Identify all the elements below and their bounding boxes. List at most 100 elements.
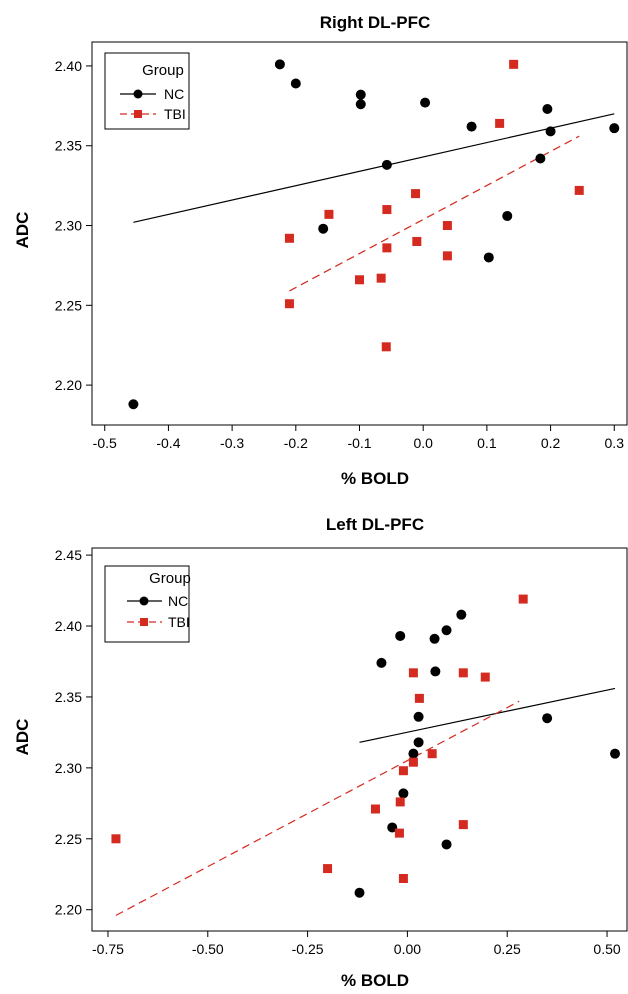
legend-title: Group xyxy=(149,570,191,587)
y-axis-label: ADC xyxy=(13,719,32,756)
x-tick-label: -0.2 xyxy=(284,435,308,451)
regression-lines xyxy=(115,687,616,916)
x-tick-label: 0.25 xyxy=(494,941,521,957)
legend-tbi-label: TBI xyxy=(164,106,186,122)
x-tick-label: -0.5 xyxy=(93,435,117,451)
chart-title: Right DL-PFC xyxy=(320,13,430,32)
y-tick-label: 2.25 xyxy=(55,831,82,847)
legend: Group NC TBI xyxy=(104,52,190,130)
point-tbi xyxy=(382,205,392,215)
x-tick-label: -0.75 xyxy=(92,941,124,957)
point-nc xyxy=(128,399,139,410)
legend-item-tbi: TBI xyxy=(120,106,186,122)
point-tbi xyxy=(480,672,490,682)
point-nc xyxy=(355,99,366,110)
data-points xyxy=(128,59,620,410)
y-tick-label: 2.40 xyxy=(55,618,82,634)
point-tbi xyxy=(495,118,505,128)
point-nc xyxy=(542,713,553,724)
point-tbi xyxy=(398,874,408,884)
legend-tbi-marker xyxy=(134,110,142,118)
point-nc xyxy=(398,788,409,799)
point-nc xyxy=(381,159,392,170)
x-tick-label: -0.4 xyxy=(156,435,180,451)
point-nc xyxy=(430,666,441,677)
point-tbi xyxy=(394,828,404,838)
x-tick-label: -0.25 xyxy=(292,941,324,957)
legend-nc-marker xyxy=(133,89,143,99)
point-tbi xyxy=(324,209,334,219)
y-axis: 2.20 2.25 2.30 2.35 2.40 2.45 xyxy=(55,547,92,918)
point-nc xyxy=(429,633,440,644)
point-nc xyxy=(413,737,424,748)
point-tbi xyxy=(411,189,421,199)
x-tick-label: 0.50 xyxy=(593,941,620,957)
legend-nc-label: NC xyxy=(168,593,188,609)
point-tbi xyxy=(370,804,380,814)
x-axis-label: % BOLD xyxy=(341,971,409,990)
legend-nc-marker xyxy=(139,596,149,606)
regression-lines xyxy=(133,113,615,292)
point-nc xyxy=(609,123,620,134)
plot-frame xyxy=(91,547,628,932)
legend-tbi-label: TBI xyxy=(168,614,190,630)
legend-box xyxy=(104,52,190,130)
legend-tbi-marker xyxy=(140,618,148,626)
fit-line-tbi xyxy=(115,700,520,916)
fit-line-nc xyxy=(133,113,615,223)
point-tbi xyxy=(518,594,528,604)
y-tick-label: 2.40 xyxy=(55,58,82,74)
point-nc xyxy=(395,630,406,641)
point-tbi xyxy=(442,221,452,231)
y-tick-label: 2.20 xyxy=(55,377,82,393)
legend-item-nc: NC xyxy=(127,593,188,609)
point-tbi xyxy=(381,342,391,352)
point-nc xyxy=(456,609,467,620)
point-tbi xyxy=(398,766,408,776)
point-tbi xyxy=(574,185,584,195)
x-axis: -0.75 -0.50 -0.25 0.00 0.25 0.50 xyxy=(92,931,621,957)
x-tick-label: -0.3 xyxy=(220,435,244,451)
point-nc xyxy=(413,711,424,722)
point-tbi xyxy=(442,251,452,261)
y-tick-label: 2.20 xyxy=(55,902,82,918)
point-tbi xyxy=(376,273,386,283)
point-tbi xyxy=(382,243,392,253)
point-nc xyxy=(420,97,431,108)
point-nc xyxy=(354,887,365,898)
point-nc xyxy=(610,748,621,759)
y-axis: 2.20 2.25 2.30 2.35 2.40 xyxy=(55,58,92,393)
point-tbi xyxy=(355,275,364,285)
point-tbi xyxy=(284,299,294,309)
point-tbi xyxy=(414,693,424,703)
point-nc xyxy=(376,657,387,668)
point-tbi xyxy=(111,834,121,844)
point-tbi xyxy=(408,757,418,767)
point-nc xyxy=(274,59,285,70)
point-nc xyxy=(545,126,556,137)
legend-title: Group xyxy=(142,62,184,79)
point-nc xyxy=(535,153,546,164)
point-tbi xyxy=(458,668,468,678)
legend-item-nc: NC xyxy=(120,86,184,102)
y-tick-label: 2.25 xyxy=(55,297,82,313)
point-nc xyxy=(318,223,329,234)
chart-title: Left DL-PFC xyxy=(326,515,424,534)
y-tick-label: 2.30 xyxy=(55,760,82,776)
point-nc xyxy=(408,748,419,759)
point-nc xyxy=(483,252,494,263)
point-nc xyxy=(502,210,513,221)
x-tick-label: 0.1 xyxy=(477,435,497,451)
point-nc xyxy=(542,104,553,115)
data-points xyxy=(111,594,621,898)
point-tbi xyxy=(323,864,333,874)
x-tick-label: -0.50 xyxy=(192,941,224,957)
left-dlpfc-chart: Left DL-PFC -0.75 -0.50 -0.25 0.00 0.25 0.50 … xyxy=(13,515,628,990)
point-nc xyxy=(355,89,366,100)
point-tbi xyxy=(458,820,468,830)
x-tick-label: 0.0 xyxy=(413,435,433,451)
fit-line-tbi xyxy=(289,135,580,292)
legend: Group NC TBI xyxy=(104,565,191,643)
x-tick-label: -0.1 xyxy=(347,435,371,451)
